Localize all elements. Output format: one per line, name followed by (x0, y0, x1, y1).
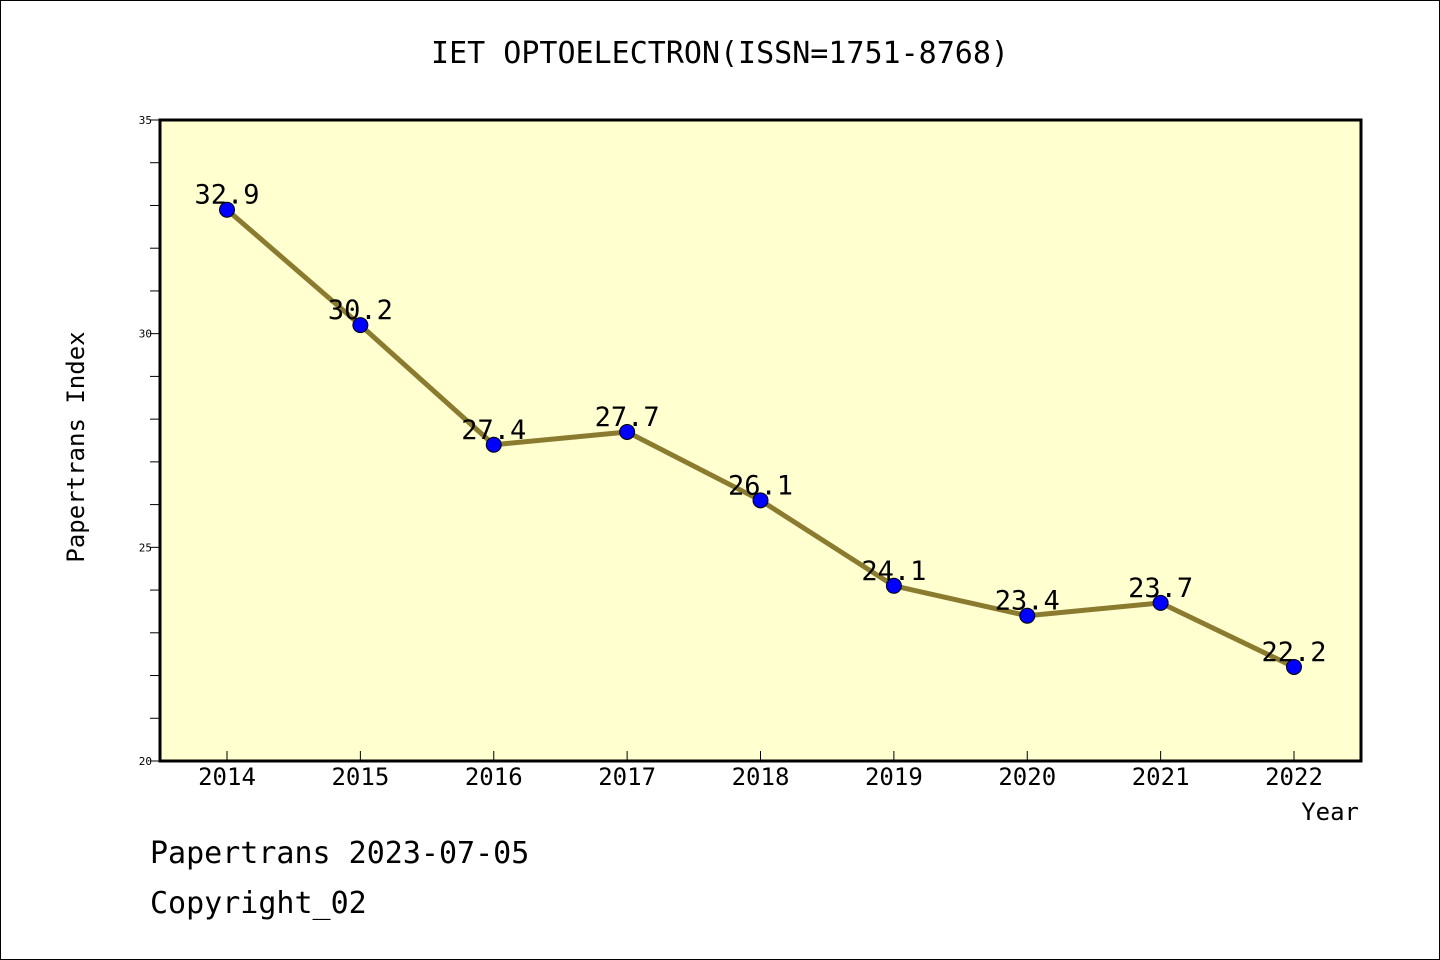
data-point (619, 423, 636, 440)
footer-copyright: Copyright_02 (150, 886, 367, 921)
data-label: 32.9 (194, 180, 259, 211)
data-point (1152, 594, 1169, 611)
y-tick-label: 25 (139, 541, 152, 554)
data-point (885, 577, 902, 594)
series-layer: 32.9 30.2 27.4 27.7 26.1 24.1 23.4 23.7 22.2 (194, 180, 1327, 675)
x-tick-label: 2015 (331, 763, 389, 791)
y-tick-label: 35 (139, 114, 152, 127)
data-point (752, 492, 769, 509)
data-point (1286, 658, 1302, 675)
data-label: 30.2 (328, 295, 393, 326)
y-axis-label: Papertrans Index (62, 331, 90, 562)
data-label: 27.7 (595, 402, 660, 433)
y-tick-label: 20 (139, 755, 152, 768)
data-label: 23.7 (1128, 573, 1193, 604)
footer-date: Papertrans 2023-07-05 (150, 836, 530, 871)
y-axis: 20 25 30 35 (139, 114, 160, 768)
x-tick-label: 2021 (1132, 763, 1190, 791)
chart-title: IET OPTOELECTRON(ISSN=1751-8768) (431, 36, 1009, 71)
x-tick-label: 2022 (1265, 763, 1323, 791)
x-axis: 2014 2015 2016 2017 2018 2019 2020 2021 2022 (198, 751, 1323, 791)
data-point (1019, 607, 1036, 624)
data-label: 24.1 (861, 556, 926, 587)
x-tick-label: 2018 (732, 763, 790, 791)
data-label: 22.2 (1261, 637, 1326, 668)
data-point (352, 317, 369, 334)
x-tick-label: 2016 (465, 763, 523, 791)
data-label: 26.1 (728, 470, 793, 501)
data-label: 27.4 (461, 415, 526, 446)
plot-area (158, 118, 1363, 763)
x-tick-label: 2020 (998, 763, 1056, 791)
data-point (219, 201, 235, 218)
x-axis-label: Year (1301, 798, 1359, 826)
data-point (485, 436, 502, 453)
x-tick-label: 2017 (598, 763, 656, 791)
y-tick-label: 30 (139, 328, 152, 341)
x-tick-label: 2019 (865, 763, 923, 791)
x-tick-label: 2014 (198, 763, 256, 791)
data-label: 23.4 (995, 586, 1060, 617)
